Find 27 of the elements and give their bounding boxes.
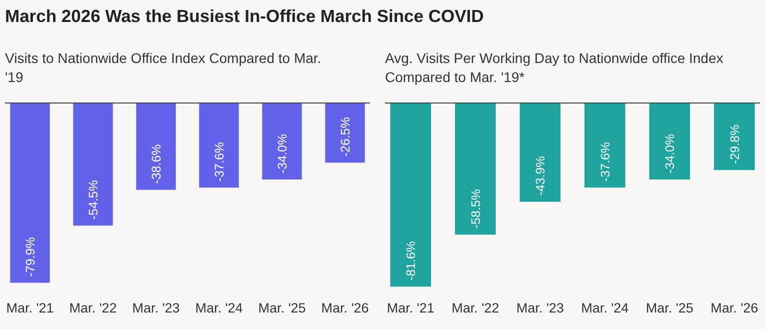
x-tick-label: Mar. '21 [6, 300, 54, 316]
x-tick-label: Mar. '23 [516, 300, 564, 316]
x-tick-label: Mar. '26 [321, 300, 369, 316]
data-label: -43.9% [534, 156, 548, 196]
x-tick-label: Mar. '25 [646, 300, 694, 316]
data-label: -58.5% [468, 189, 483, 229]
data-label: -26.5% [338, 117, 353, 157]
data-label: -29.8% [728, 124, 742, 164]
x-tick-label: Mar. '24 [195, 300, 244, 316]
data-label: -34.0% [276, 134, 290, 174]
x-tick-label: Mar. '22 [69, 300, 117, 316]
chart-subtitle: Avg. Visits Per Working Day to Nationwide office Index Compared to Mar. '19* [385, 50, 724, 85]
data-label: -38.6% [150, 144, 164, 184]
data-label: -37.6% [212, 142, 226, 182]
data-label: -34.0% [663, 134, 678, 174]
x-tick-label: Mar. '21 [386, 300, 434, 316]
chart-title: March 2026 Was the Busiest In-Office March Since COVID [5, 6, 484, 26]
data-label: -54.5% [86, 180, 100, 220]
data-label: -81.6% [404, 240, 418, 281]
x-tick-label: Mar. '23 [132, 300, 180, 316]
x-tick-label: Mar. '26 [710, 300, 758, 316]
x-tick-label: Mar. '22 [452, 300, 500, 316]
data-label: -37.6% [598, 142, 612, 182]
chart-subtitle: Visits to Nationwide Office Index Compared to Mar. '19 [5, 50, 322, 85]
x-tick-label: Mar. '24 [581, 300, 630, 316]
data-label: -79.9% [23, 237, 38, 277]
x-tick-label: Mar. '25 [258, 300, 306, 316]
